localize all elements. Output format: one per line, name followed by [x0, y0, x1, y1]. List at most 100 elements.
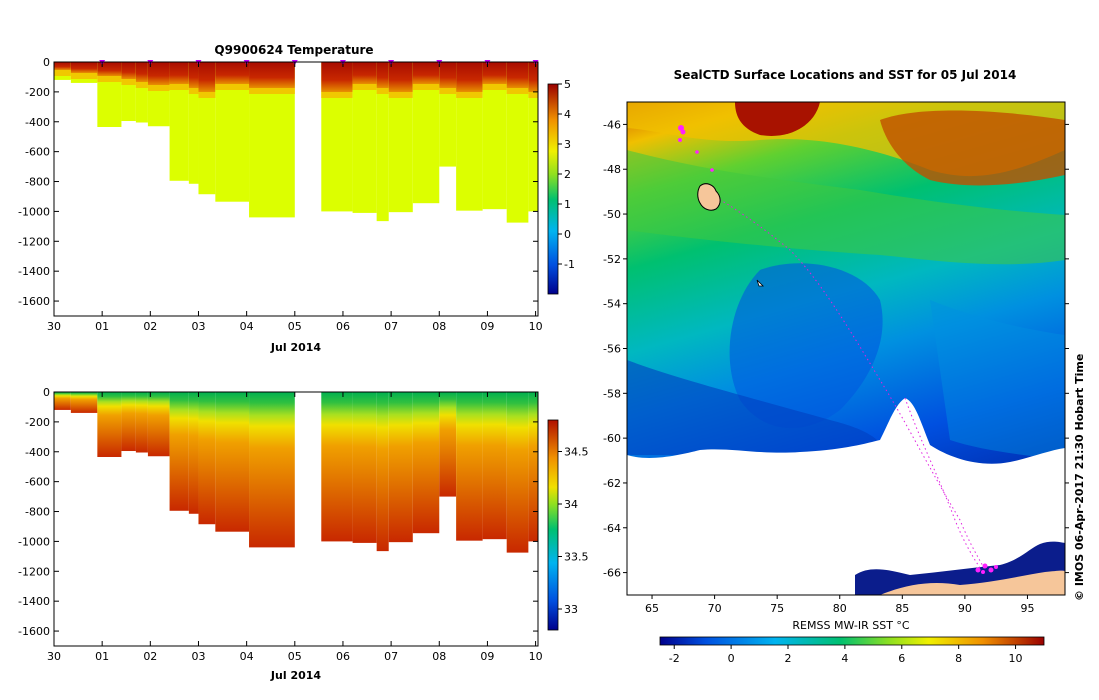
x-tick-label: 30 [47, 320, 61, 333]
y-tick-label: -52 [603, 253, 621, 266]
profile-column [376, 62, 389, 222]
profile-column [321, 392, 353, 542]
y-tick-label: -48 [603, 163, 621, 176]
x-tick-label: 02 [143, 320, 157, 333]
profile-column [121, 62, 136, 122]
profile-column [188, 392, 199, 514]
cbar-tick-label: 4 [564, 108, 571, 121]
x-tick-label: 80 [833, 602, 847, 615]
x-tick-label: 08 [432, 320, 446, 333]
cbar-tick-label: 33 [564, 603, 578, 616]
island-shape [697, 183, 721, 211]
profile-column [528, 392, 538, 542]
profile-column [97, 392, 122, 457]
profile-column [388, 392, 413, 543]
temp-colorbar [547, 83, 559, 295]
y-tick-label: -1400 [18, 595, 50, 608]
cbar-tick-label: 4 [841, 652, 848, 665]
y-tick-label: 0 [43, 386, 50, 399]
cbar-tick-label: 0 [564, 228, 571, 241]
cbar-tick-label: 5 [564, 78, 571, 91]
temp-y-axis: 0 -200 -400 -600 -800 -1000 -1200 -1400 -1600 [18, 56, 538, 308]
cbar-tick-label: 10 [1009, 652, 1023, 665]
profile-column [215, 62, 250, 202]
x-tick-label: 03 [191, 650, 205, 663]
profile-column [412, 392, 440, 534]
profile-column [135, 62, 148, 123]
x-tick-label: 01 [95, 320, 109, 333]
profile-column [54, 62, 71, 80]
profile-column [97, 62, 122, 127]
y-tick-label: -66 [603, 567, 621, 580]
sal-x-axis: 30 01 02 03 04 05 06 07 08 09 10 [47, 392, 543, 663]
x-tick-label: 07 [384, 650, 398, 663]
sst-field [627, 102, 1065, 595]
profile-column [70, 392, 98, 413]
sst-colorbar-ticks: -2 0 2 4 6 8 10 [669, 645, 1023, 665]
y-tick-label: -800 [25, 176, 50, 189]
y-tick-label: -1400 [18, 265, 50, 278]
profile-column [456, 392, 483, 541]
x-tick-label: 06 [336, 650, 350, 663]
x-tick-label: 03 [191, 320, 205, 333]
y-tick-label: -1000 [18, 535, 50, 548]
y-tick-label: -400 [25, 446, 50, 459]
temp-x-axis: 30 01 02 03 04 05 06 07 08 09 10 [47, 62, 543, 333]
profile-column [188, 62, 199, 184]
x-tick-label: 70 [708, 602, 722, 615]
profile-column [121, 392, 136, 452]
sal-xlabel: Jul 2014 [270, 669, 321, 682]
cbar-tick-label: 0 [728, 652, 735, 665]
profile-column [388, 62, 413, 213]
sal-plot-frame [53, 391, 539, 647]
y-tick-label: -600 [25, 476, 50, 489]
x-tick-label: 90 [958, 602, 972, 615]
cbar-tick-label: 8 [955, 652, 962, 665]
x-tick-label: 01 [95, 650, 109, 663]
y-tick-label: -1200 [18, 565, 50, 578]
profile-column [321, 62, 353, 212]
profile-column [506, 62, 529, 223]
copyright-side-text: © IMOS 06-Apr-2017 21:30 Hobart Time [1073, 354, 1086, 601]
profile-column [412, 62, 440, 204]
x-tick-label: 02 [143, 650, 157, 663]
cbar-tick-label: 3 [564, 138, 571, 151]
profile-column [54, 392, 71, 410]
profile-column [376, 392, 389, 552]
profile-column [249, 392, 295, 548]
x-tick-label: 10 [529, 650, 543, 663]
profile-column [439, 62, 457, 167]
map-x-axis: 65 70 75 80 85 90 95 [645, 595, 1034, 615]
cbar-tick-label: 33.5 [564, 551, 589, 564]
seal-location-markers [678, 125, 998, 574]
temp-title: Q9900624 Temperature [214, 43, 373, 57]
x-tick-label: 10 [529, 320, 543, 333]
cbar-tick-label: 1 [564, 198, 571, 211]
y-tick-label: -46 [603, 118, 621, 131]
cbar-tick-label: -2 [669, 652, 680, 665]
profile-column [70, 62, 98, 83]
cbar-tick-label: 2 [785, 652, 792, 665]
y-tick-label: -1600 [18, 295, 50, 308]
x-tick-label: 08 [432, 650, 446, 663]
profile-column [215, 392, 250, 532]
x-tick-label: 05 [288, 320, 302, 333]
y-tick-label: -800 [25, 506, 50, 519]
cbar-tick-label: -1 [564, 258, 575, 271]
sal-colorbar [547, 419, 559, 631]
sal-profile-columns [54, 392, 538, 553]
profile-column [352, 62, 377, 213]
y-tick-label: -58 [603, 387, 621, 400]
temp-plot-frame [53, 61, 539, 317]
cbar-tick-label: 34.5 [564, 446, 589, 459]
cbar-tick-label: 6 [898, 652, 905, 665]
map-y-axis: -46 -48 -50 -52 -54 -56 -58 -60 -62 -64 -66 [603, 118, 1069, 580]
x-tick-label: 85 [895, 602, 909, 615]
y-tick-label: -64 [603, 522, 621, 535]
profile-column [198, 392, 216, 525]
profile-column [439, 392, 457, 497]
x-tick-label: 04 [240, 650, 254, 663]
y-tick-label: -50 [603, 208, 621, 221]
x-tick-label: 05 [288, 650, 302, 663]
